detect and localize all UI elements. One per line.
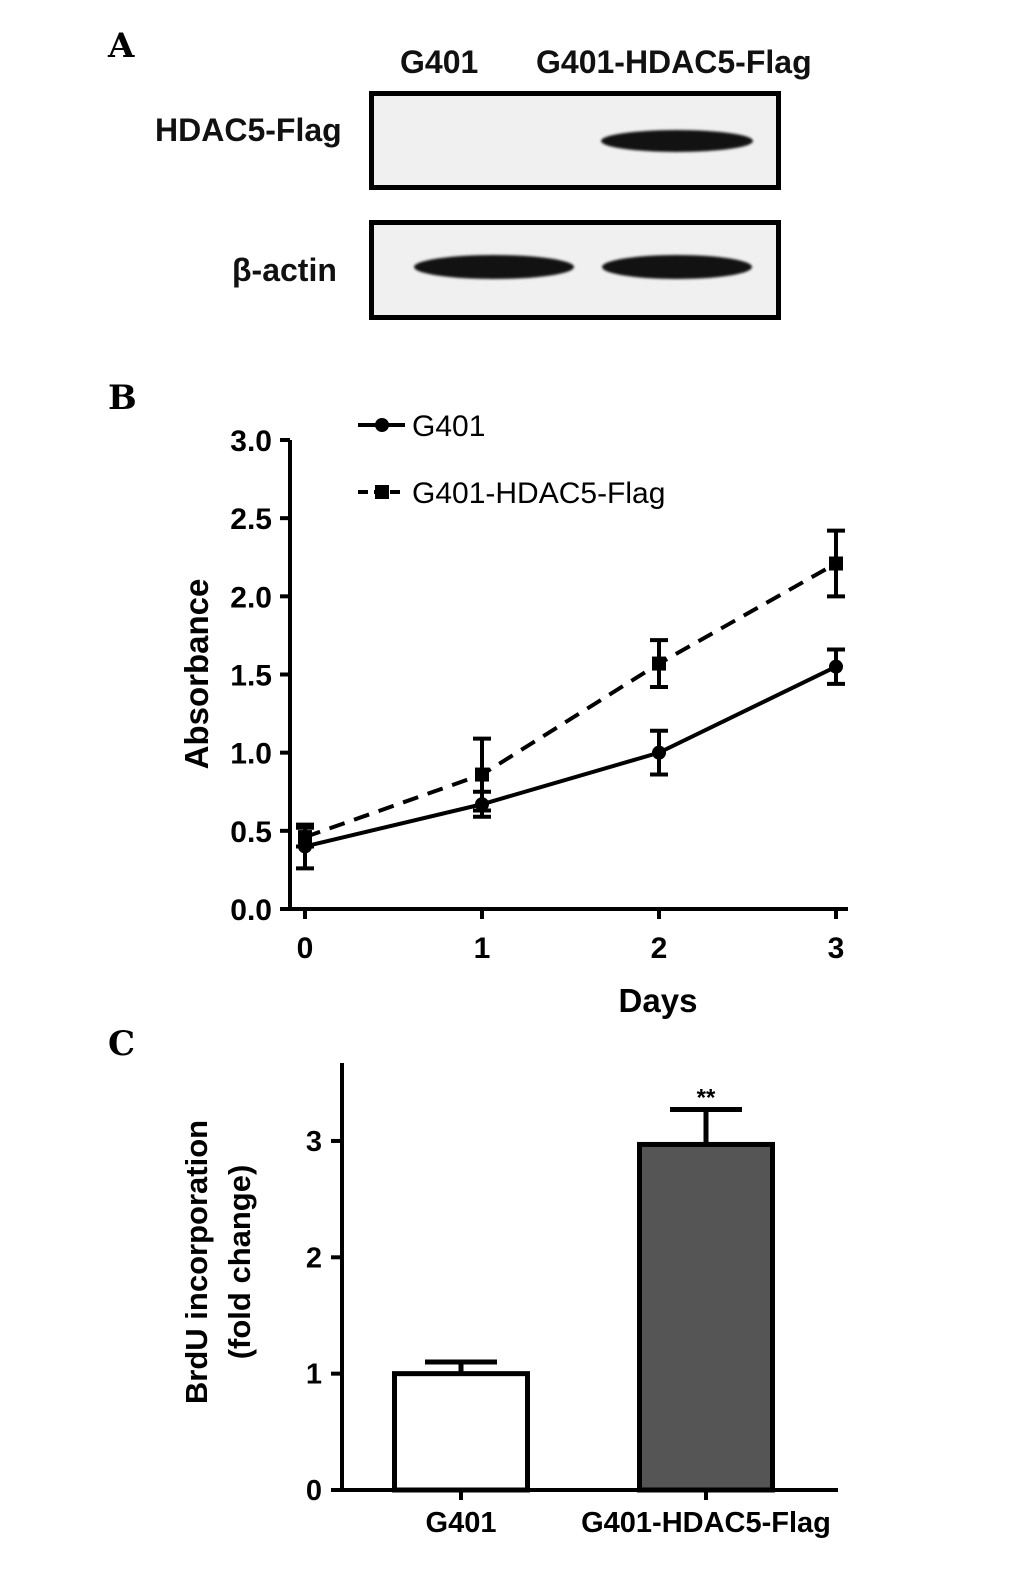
line-chart-x-tick-label: 1 [474, 932, 491, 965]
data-point-g401 [475, 797, 489, 812]
line-series-g401-hdac5-flag [304, 561, 837, 839]
bar-g401-hdac5-flag [637, 1141, 775, 1493]
line-chart-xlabel: Days [619, 982, 698, 1019]
significance-marker: ** [697, 1085, 716, 1112]
line-chart-x-tick-label: 3 [828, 932, 845, 965]
bar-category-label-g401-hdac5-flag: G401-HDAC5-Flag [581, 1507, 831, 1539]
bar-chart-ylabel-line2: (fold change) [222, 1165, 257, 1360]
line-chart-y-tick-label: 1.5 [230, 660, 272, 693]
bar-chart-y-tick-label: 1 [306, 1359, 322, 1391]
data-point-g401-hdac5-flag [298, 830, 312, 845]
blot-membrane-hdac5-flag [369, 91, 781, 190]
blot-band-beta-actin-g401-hdac5-flag [602, 255, 752, 279]
line-chart-y-tick-label: 2.5 [230, 503, 272, 536]
line-chart-x-tick-label: 0 [297, 932, 314, 965]
legend-marker-g401 [375, 418, 389, 432]
blot-row-label-beta-actin: β-actin [232, 252, 337, 288]
panel-letter-a: A [108, 26, 135, 66]
legend-label-g401-hdac5-flag: G401-HDAC5-Flag [412, 477, 665, 510]
blot-lane-label-g401-hdac5-flag: G401-HDAC5-Flag [536, 44, 812, 80]
data-point-g401-hdac5-flag [829, 556, 843, 571]
panel-letter-b: B [108, 378, 137, 418]
bar-chart-y-tick-label: 2 [306, 1242, 322, 1274]
bar-chart-y-tick-label: 0 [306, 1475, 322, 1507]
legend-marker-g401-hdac5-flag [375, 485, 389, 499]
line-chart-x-tick-label: 2 [651, 932, 668, 965]
line-chart-y-tick-label: 2.0 [230, 581, 272, 614]
blot-band-hdac5-flag-g401-hdac5-flag [601, 130, 753, 152]
line-chart-y-tick-label: 3.0 [230, 425, 272, 458]
line-chart-y-tick-label: 1.0 [230, 738, 272, 771]
panel-letter-c: C [108, 1024, 136, 1064]
data-point-g401 [652, 745, 666, 760]
blot-membrane-beta-actin [369, 220, 781, 320]
bar-chart-y-tick-label: 3 [306, 1126, 322, 1158]
blot-row-label-hdac5-flag: HDAC5-Flag [155, 112, 342, 148]
line-chart-ylabel: Absorbance [178, 579, 215, 770]
data-point-g401 [829, 659, 843, 674]
data-point-g401 [298, 839, 312, 854]
data-point-g401-hdac5-flag [652, 656, 666, 671]
blot-lane-label-g401: G401 [400, 44, 479, 80]
line-chart-y-tick-label: 0.0 [230, 894, 272, 927]
bar-category-label-g401: G401 [426, 1507, 497, 1539]
line-series-g401 [304, 664, 837, 849]
legend-label-g401: G401 [412, 410, 485, 443]
bar-chart-ylabel-line1: BrdU incorporation [179, 1120, 214, 1404]
bar-g401 [392, 1371, 530, 1493]
line-chart-y-tick-label: 0.5 [230, 816, 272, 849]
blot-band-beta-actin-g401 [414, 255, 574, 279]
data-point-g401-hdac5-flag [475, 767, 489, 782]
